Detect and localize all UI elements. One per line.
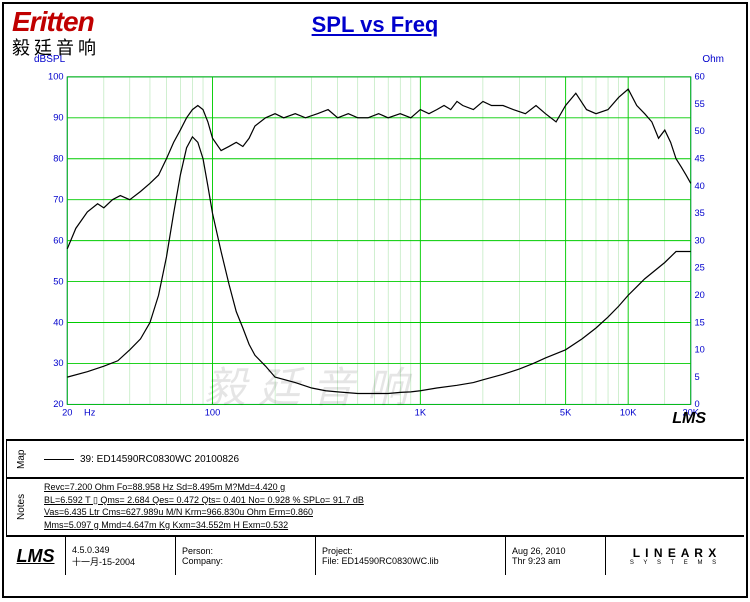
notes-line-1: Revc=7.200 Ohm Fo=88.958 Hz Sd=8.495m M?… — [44, 481, 736, 494]
notes-row: Notes Revc=7.200 Ohm Fo=88.958 Hz Sd=8.4… — [6, 479, 744, 537]
svg-text:40: 40 — [53, 317, 63, 327]
app-frame: Eritten 毅廷音响 SPL vs Freq 毅廷音响 dBSPL Ohm … — [2, 2, 748, 598]
logo-sub-text: 毅廷音响 — [12, 34, 100, 60]
lms-logo: LMS — [17, 546, 55, 567]
svg-text:55: 55 — [694, 99, 704, 109]
legend-content: 39: ED14590RC0830WC 20100826 — [36, 441, 744, 477]
file-line: File: ED14590RC0830WC.lib — [322, 556, 499, 566]
footer-lms: LMS — [6, 537, 66, 575]
svg-text:10: 10 — [694, 345, 704, 355]
legend-row: Map 39: ED14590RC0830WC 20100826 — [6, 441, 744, 479]
svg-text:50: 50 — [53, 276, 63, 286]
svg-text:90: 90 — [53, 113, 63, 123]
y-right-unit: Ohm — [702, 54, 724, 65]
linearx-logo: L I N E A R X — [633, 546, 718, 560]
svg-text:1K: 1K — [415, 408, 427, 418]
time-text: Thr 9:23 am — [512, 556, 599, 566]
svg-text:70: 70 — [53, 194, 63, 204]
chart-title: SPL vs Freq — [312, 12, 439, 37]
legend-line-icon — [44, 459, 74, 460]
svg-text:10K: 10K — [620, 408, 637, 418]
svg-text:20: 20 — [62, 408, 72, 418]
svg-text:60: 60 — [694, 72, 704, 82]
svg-text:Hz: Hz — [84, 408, 96, 418]
svg-text:60: 60 — [53, 235, 63, 245]
notes-line-3: Vas=6.435 Ltr Cms=627.989u M/N Krm=966.8… — [44, 506, 736, 519]
footer-project: Project: File: ED14590RC0830WC.lib — [316, 537, 506, 575]
svg-text:100: 100 — [205, 408, 221, 418]
notes-line-2: BL=6.592 T ▯ Qms= 2.684 Qes= 0.472 Qts= … — [44, 494, 736, 507]
svg-text:25: 25 — [694, 263, 704, 273]
svg-text:20: 20 — [694, 290, 704, 300]
svg-text:100: 100 — [48, 72, 64, 82]
svg-text:40: 40 — [694, 181, 704, 191]
svg-text:45: 45 — [694, 154, 704, 164]
svg-text:50: 50 — [694, 126, 704, 136]
svg-text:30: 30 — [694, 235, 704, 245]
company-label: Company: — [182, 556, 309, 566]
footer-linearx: L I N E A R X S Y S T E M S — [606, 537, 744, 575]
date-text: Aug 26, 2010 — [512, 546, 599, 556]
footer-row: LMS 4.5.0.349 十一月-15-2004 Person: Compan… — [6, 537, 744, 575]
legend-text: 39: ED14590RC0830WC 20100826 — [80, 454, 239, 465]
svg-text:15: 15 — [694, 317, 704, 327]
svg-text:0: 0 — [694, 399, 699, 409]
chart-svg: 201001K5K10K20KHz20304050607080901000510… — [44, 64, 714, 434]
svg-text:5: 5 — [694, 372, 699, 382]
svg-text:20: 20 — [53, 399, 63, 409]
person-label: Person: — [182, 546, 309, 556]
bottom-section: Map 39: ED14590RC0830WC 20100826 Notes R… — [6, 439, 744, 575]
notes-content: Revc=7.200 Ohm Fo=88.958 Hz Sd=8.495m M?… — [36, 479, 744, 535]
svg-text:80: 80 — [53, 154, 63, 164]
map-label: Map — [6, 441, 36, 477]
lms-mark: LMS — [672, 410, 706, 428]
notes-label: Notes — [6, 479, 36, 535]
footer-version: 4.5.0.349 十一月-15-2004 — [66, 537, 176, 575]
chart-container: dBSPL Ohm 201001K5K10K20KHz2030405060708… — [44, 64, 714, 434]
svg-text:35: 35 — [694, 208, 704, 218]
notes-line-4: Mms=5.097 g Mmd=4.647m Kg Kxm=34.552m H … — [44, 519, 736, 532]
brand-logo: Eritten 毅廷音响 — [12, 6, 100, 60]
date-cn-text: 十一月-15-2004 — [72, 555, 169, 568]
footer-date: Aug 26, 2010 Thr 9:23 am — [506, 537, 606, 575]
svg-text:30: 30 — [53, 358, 63, 368]
footer-person: Person: Company: — [176, 537, 316, 575]
version-text: 4.5.0.349 — [72, 545, 169, 555]
title-area: SPL vs Freq — [4, 12, 746, 38]
linearx-sub: S Y S T E M S — [630, 560, 720, 566]
svg-text:5K: 5K — [560, 408, 572, 418]
project-label: Project: — [322, 546, 499, 556]
